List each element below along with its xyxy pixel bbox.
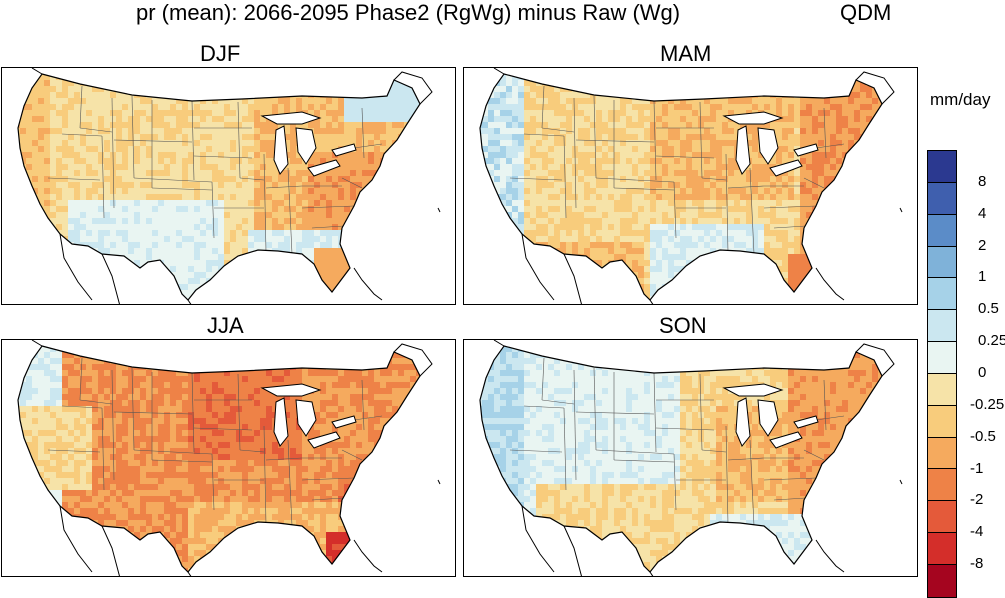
neighbor-coastline [900, 208, 902, 212]
neighbor-coastline [816, 540, 844, 572]
panel-title-jja: JJA [207, 313, 244, 339]
map-panel-jja [1, 339, 456, 577]
colorbar-swatch [928, 247, 956, 279]
colorbar-swatch [928, 565, 956, 597]
panel-title-son: SON [659, 313, 707, 339]
neighbor-coastline [102, 254, 120, 305]
precip-field [2, 68, 456, 305]
colorbar-swatch [928, 406, 956, 438]
map-panel-mam [463, 67, 918, 305]
colorbar-swatch [928, 374, 956, 406]
neighbor-coastline [354, 268, 382, 300]
neighbor-coastline [188, 300, 192, 305]
neighbor-coastline [816, 268, 844, 300]
colorbar-tick-label: -8 [970, 555, 983, 572]
colorbar-tick-label: 8 [978, 173, 986, 190]
panel-title-djf: DJF [200, 41, 240, 67]
colorbar-swatch [928, 469, 956, 501]
neighbor-coastline [354, 540, 382, 572]
neighbor-coastline [650, 300, 654, 305]
map-mam [464, 68, 918, 305]
panel-title-mam: MAM [660, 41, 711, 67]
precip-field [464, 68, 918, 305]
colorbar-swatch [928, 151, 956, 183]
neighbor-coastline [438, 480, 440, 484]
neighbor-coastline [494, 340, 504, 346]
neighbor-coastline [32, 68, 42, 74]
neighbor-coastline [102, 526, 120, 577]
precip-field [2, 340, 456, 577]
colorbar-swatch [928, 278, 956, 310]
colorbar-swatch [928, 342, 956, 374]
map-panel-djf [1, 67, 456, 305]
map-djf [2, 68, 456, 305]
map-jja [2, 340, 456, 577]
colorbar-tick-label: -0.5 [970, 428, 996, 445]
colorbar-swatch [928, 183, 956, 215]
neighbor-coastline [564, 254, 582, 305]
neighbor-coastline [32, 340, 42, 346]
neighbor-coastline [650, 572, 654, 577]
figure-title: pr (mean): 2066-2095 Phase2 (RgWg) minus… [136, 0, 680, 26]
colorbar-tick-label: 4 [978, 205, 986, 222]
colorbar-tick-label: -4 [970, 523, 983, 540]
colorbar-swatch [928, 438, 956, 470]
neighbor-coastline [564, 526, 582, 577]
neighbor-coastline [900, 480, 902, 484]
colorbar-units: mm/day [930, 90, 990, 110]
precip-field [464, 340, 918, 577]
colorbar-swatch [928, 215, 956, 247]
colorbar-swatch [928, 533, 956, 565]
colorbar-swatch [928, 501, 956, 533]
colorbar-tick-label: -1 [970, 460, 983, 477]
colorbar-tick-label: -0.25 [970, 396, 1004, 413]
method-label: QDM [840, 0, 891, 26]
neighbor-coastline [494, 68, 504, 74]
colorbar-tick-label: -2 [970, 491, 983, 508]
colorbar-tick-label: 0.25 [978, 332, 1005, 349]
colorbar-tick-label: 1 [978, 268, 986, 285]
neighbor-coastline [438, 208, 440, 212]
colorbar-tick-label: 0.5 [978, 300, 999, 317]
map-panel-son [463, 339, 918, 577]
colorbar-swatch [928, 310, 956, 342]
neighbor-coastline [188, 572, 192, 577]
map-son [464, 340, 918, 577]
colorbar-tick-label: 2 [978, 237, 986, 254]
colorbar [927, 150, 957, 598]
colorbar-tick-label: 0 [978, 364, 986, 381]
